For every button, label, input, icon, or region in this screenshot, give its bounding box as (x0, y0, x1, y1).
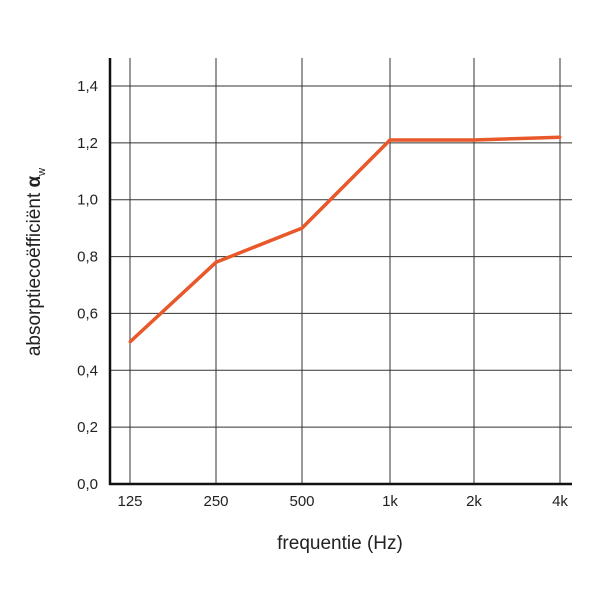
y-tick-label: 0,2 (77, 419, 98, 436)
series-group (128, 135, 562, 344)
x-tick-label: 1k (382, 493, 398, 510)
x-tick-label: 125 (117, 493, 142, 510)
y-tick-label: 0,6 (77, 305, 98, 322)
y-tick-label: 1,2 (77, 135, 98, 152)
x-tick-label: 500 (289, 493, 314, 510)
y-tick-label: 0,4 (77, 362, 98, 379)
x-axis-label: frequentie (Hz) (277, 533, 403, 554)
x-tick-label: 2k (466, 493, 482, 510)
y-axis-label-subscript: w (36, 168, 48, 177)
y-tick-labels: 0,0 0,2 0,4 0,6 0,8 1,0 1,2 1,4 (77, 78, 98, 493)
y-tick-label: 0,8 (77, 249, 98, 266)
y-axis-label-main: absorptiecoëfficiënt (24, 187, 45, 356)
data-point (300, 226, 304, 230)
data-point (472, 138, 476, 142)
y-tick-label: 1,0 (77, 192, 98, 209)
x-tick-label: 250 (203, 493, 228, 510)
y-tick-label: 1,4 (77, 78, 98, 95)
y-tick-label: 0,0 (77, 476, 98, 493)
y-axis-label: absorptiecoëfficiënt αw (24, 168, 48, 356)
grid (110, 58, 572, 484)
data-point (558, 135, 562, 139)
data-point (128, 340, 132, 344)
series-line (128, 135, 561, 344)
data-point (388, 138, 392, 142)
y-axis-label-symbol: α (24, 175, 45, 187)
x-tick-labels: 125 250 500 1k 2k 4k (117, 493, 568, 510)
data-point (214, 260, 218, 264)
x-tick-label: 4k (552, 493, 568, 510)
